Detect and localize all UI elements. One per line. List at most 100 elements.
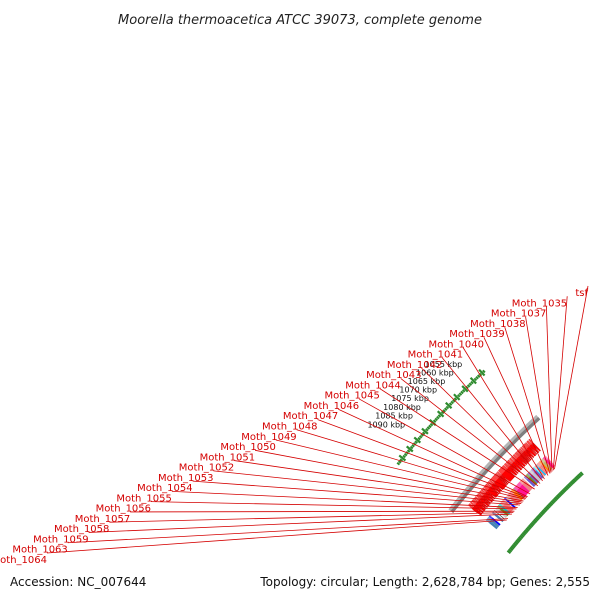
gene-arrow-highlight	[514, 452, 520, 458]
feature-segment-highlight	[499, 499, 507, 507]
scale-tick-label: 1085 kbp	[375, 412, 413, 421]
feature-segment-highlight	[540, 458, 546, 464]
scale-tick-label: 1090 kbp	[367, 421, 405, 430]
gene-leader-line	[358, 398, 531, 495]
backbone-line	[450, 417, 541, 513]
gene-arrow-highlight	[525, 442, 530, 447]
gene-arrow-highlight	[486, 483, 491, 488]
feature-segment	[533, 466, 544, 478]
gene-leader-line	[151, 501, 517, 510]
gene-leader-line	[483, 337, 549, 476]
gene-arrow-highlight	[508, 457, 515, 464]
inner-tick	[550, 500, 555, 505]
minor-tick	[445, 405, 450, 410]
gene-label: Moth_1064	[0, 555, 47, 566]
minor-tick	[426, 426, 431, 430]
feature-segment-highlight	[530, 468, 535, 473]
gene-arrow-highlight	[516, 450, 521, 456]
minor-tick	[473, 377, 478, 382]
major-tick	[453, 393, 461, 401]
gene-leader-line	[552, 296, 568, 471]
gene-label: Moth_1043	[366, 370, 421, 381]
gene-label: tsf	[575, 288, 588, 299]
inner-tick	[543, 507, 549, 512]
feature-segment	[532, 467, 544, 479]
inner-tick	[575, 475, 580, 480]
gene-label: Moth_1054	[137, 483, 192, 494]
inner-tick	[555, 494, 561, 499]
gene-label: Moth_1049	[241, 432, 296, 443]
inner-tick	[546, 504, 551, 509]
gene-arrow-highlight	[497, 465, 508, 475]
feature-segment-highlight	[539, 460, 544, 465]
minor-tick	[417, 436, 421, 441]
inner-tick	[549, 501, 554, 506]
feature-segment-highlight	[534, 465, 539, 470]
major-tick	[413, 436, 422, 444]
inner-tick	[539, 511, 545, 516]
gene-leader-line	[130, 510, 515, 513]
gene-leader-line	[109, 511, 514, 523]
inner-tick	[578, 472, 583, 478]
inner-tick	[537, 514, 542, 519]
gene-leader-line	[275, 439, 526, 500]
major-tick	[444, 401, 453, 409]
minor-tick	[452, 398, 456, 403]
feature-segment	[540, 458, 553, 471]
genome-summary-text: Topology: circular; Length: 2,628,784 bp…	[259, 575, 590, 589]
gene-labels: tsfMoth_1035Moth_1037Moth_1038Moth_1039M…	[0, 285, 589, 566]
accession-text: Accession: NC_007644	[10, 575, 146, 589]
scale-tick-label: 1060 kbp	[416, 368, 454, 377]
gene-label: Moth_1041	[408, 350, 463, 361]
minor-tick	[444, 407, 448, 411]
feature-segment	[510, 488, 524, 501]
inner-tick	[569, 480, 574, 486]
minor-tick	[453, 397, 458, 401]
gene-leader-line	[317, 419, 528, 498]
minor-tick	[403, 452, 408, 457]
feature-segment-highlight	[533, 466, 537, 471]
major-tick	[461, 385, 469, 393]
minor-tick	[460, 390, 464, 395]
gene-leader-line	[462, 347, 545, 480]
gene-label: Moth_1056	[96, 504, 151, 515]
inner-tick	[511, 543, 516, 548]
minor-tick	[440, 410, 445, 415]
inner-tick	[547, 502, 553, 508]
inner-tick	[507, 548, 513, 553]
gene-leader-line	[255, 449, 524, 502]
minor-tick	[482, 369, 486, 374]
gene-leader-line	[213, 470, 522, 504]
gene-leader-line	[88, 513, 512, 533]
inner-tick	[506, 549, 512, 555]
feature-segment-highlight	[532, 467, 537, 472]
gene-label: Moth_1039	[449, 329, 504, 340]
inner-tick	[553, 497, 558, 502]
minor-tick	[402, 454, 406, 459]
gene-arrow-highlight	[522, 443, 529, 449]
inner-tick	[542, 508, 547, 513]
inner-tick	[517, 536, 523, 541]
gene-label: Moth_1035	[512, 298, 567, 309]
gene-arrow-highlight	[495, 472, 501, 477]
gene-leader-line	[379, 388, 535, 490]
minor-tick	[434, 417, 439, 422]
minor-tick	[432, 419, 437, 423]
gene-label: Moth_1042	[387, 360, 442, 371]
feature-segment	[529, 469, 541, 482]
inner-tick	[510, 545, 515, 550]
inner-tick	[561, 488, 566, 494]
minor-tick	[436, 415, 440, 420]
gene-label: Moth_1058	[54, 524, 109, 535]
inner-tick	[551, 498, 557, 503]
inner-tick	[541, 510, 546, 515]
scale-tick-label: 1075 kbp	[391, 394, 429, 403]
gene-leader-line	[554, 285, 589, 470]
inner-tick	[573, 476, 579, 482]
minor-tick	[418, 435, 423, 439]
scale-tick-label: 1065 kbp	[408, 377, 446, 386]
feature-segment	[535, 464, 547, 476]
gene-arrow-highlight	[503, 463, 510, 469]
minor-tick	[475, 375, 479, 380]
